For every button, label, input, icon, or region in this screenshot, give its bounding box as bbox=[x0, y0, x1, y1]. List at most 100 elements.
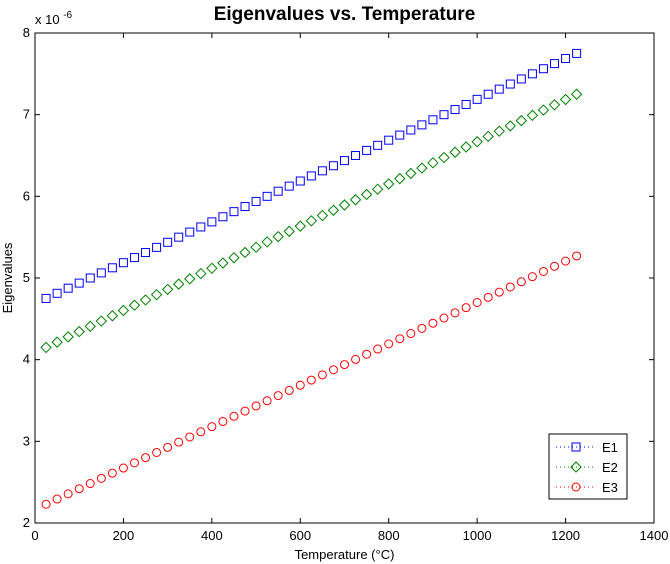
data-point-e2 bbox=[272, 230, 284, 243]
data-point-e3 bbox=[251, 401, 261, 411]
data-point-e2 bbox=[416, 162, 428, 174]
legend-marker-e2 bbox=[570, 461, 582, 473]
data-point-e2 bbox=[449, 146, 461, 158]
y-axis-label: Eigenvalues bbox=[0, 242, 15, 313]
y-tick-label: 4 bbox=[23, 352, 30, 367]
data-point-e3 bbox=[417, 323, 427, 333]
data-point-e1 bbox=[229, 207, 239, 217]
data-point-e3 bbox=[439, 313, 449, 323]
data-point-e1 bbox=[52, 288, 62, 298]
data-point-e2 bbox=[349, 194, 362, 206]
data-point-e3 bbox=[494, 287, 504, 297]
data-point-e3 bbox=[351, 354, 361, 364]
x-tick-label: 1200 bbox=[551, 528, 580, 543]
data-point-e2 bbox=[526, 109, 539, 122]
data-point-e2 bbox=[261, 236, 273, 248]
data-point-e1 bbox=[516, 74, 526, 84]
data-point-e3 bbox=[373, 344, 383, 354]
data-point-e1 bbox=[262, 191, 272, 201]
x-tick-label: 600 bbox=[289, 528, 311, 543]
x-tick-label: 200 bbox=[113, 528, 135, 543]
data-point-e2 bbox=[471, 136, 483, 148]
data-point-e1 bbox=[152, 242, 162, 252]
data-point-e3 bbox=[107, 468, 117, 478]
data-point-e1 bbox=[63, 283, 73, 293]
data-point-e3 bbox=[229, 411, 239, 421]
data-point-e2 bbox=[438, 151, 450, 164]
x-axis-ticks: 0 200 400 600 800 1000 1200 1400 bbox=[31, 33, 668, 543]
y-tick-label: 8 bbox=[23, 25, 30, 40]
data-point-e3 bbox=[96, 473, 106, 483]
series-e1 bbox=[41, 48, 582, 303]
data-point-e3 bbox=[461, 303, 471, 313]
data-point-e3 bbox=[527, 272, 537, 282]
data-point-e1 bbox=[505, 79, 515, 89]
data-point-e3 bbox=[450, 308, 460, 318]
data-point-e1 bbox=[439, 110, 449, 120]
data-point-e2 bbox=[570, 88, 583, 100]
data-point-e3 bbox=[63, 489, 73, 499]
y-axis-multiplier-base: x 10 bbox=[35, 12, 60, 27]
data-point-e3 bbox=[262, 396, 272, 406]
data-point-e3 bbox=[129, 458, 139, 468]
data-point-e1 bbox=[129, 253, 139, 263]
data-point-e2 bbox=[40, 341, 52, 354]
data-point-e1 bbox=[362, 145, 372, 155]
data-point-e3 bbox=[85, 479, 95, 489]
x-tick-label: 400 bbox=[201, 528, 223, 543]
data-point-e1 bbox=[218, 212, 228, 222]
data-point-e2 bbox=[172, 278, 185, 290]
data-point-e2 bbox=[128, 299, 141, 311]
data-point-e2 bbox=[228, 252, 240, 264]
data-point-e3 bbox=[306, 375, 316, 385]
data-point-e2 bbox=[217, 257, 229, 269]
data-point-e3 bbox=[362, 349, 372, 359]
data-point-e3 bbox=[118, 463, 128, 473]
data-point-e2 bbox=[250, 241, 262, 253]
data-point-e3 bbox=[395, 334, 405, 344]
data-point-e3 bbox=[505, 282, 515, 292]
y-tick-label: 2 bbox=[23, 515, 30, 530]
data-point-e2 bbox=[360, 188, 373, 201]
data-point-e1 bbox=[85, 273, 95, 283]
y-axis-ticks: 2 3 4 5 6 7 8 bbox=[23, 25, 654, 530]
x-tick-label: 1000 bbox=[463, 528, 492, 543]
data-point-e3 bbox=[240, 406, 250, 416]
data-point-e3 bbox=[328, 365, 338, 375]
legend-marker-e3 bbox=[571, 482, 581, 492]
data-point-e2 bbox=[161, 283, 174, 296]
series-e3 bbox=[41, 251, 582, 509]
data-point-e3 bbox=[152, 447, 162, 457]
data-point-e1 bbox=[406, 125, 416, 135]
data-point-e1 bbox=[395, 130, 405, 140]
data-point-e2 bbox=[548, 99, 561, 111]
data-point-e1 bbox=[561, 54, 571, 64]
legend-label-e3: E3 bbox=[602, 480, 618, 495]
data-point-e1 bbox=[118, 258, 128, 268]
data-point-e1 bbox=[450, 105, 460, 115]
data-point-e2 bbox=[327, 204, 340, 216]
data-point-e3 bbox=[572, 251, 582, 261]
data-point-e1 bbox=[185, 227, 195, 237]
data-point-e3 bbox=[163, 442, 173, 452]
data-point-e2 bbox=[117, 304, 130, 317]
data-point-e2 bbox=[294, 220, 306, 232]
data-point-e3 bbox=[340, 360, 349, 370]
data-point-e1 bbox=[295, 176, 305, 186]
data-point-e1 bbox=[373, 140, 383, 150]
data-point-e1 bbox=[96, 268, 106, 278]
y-tick-label: 5 bbox=[23, 270, 30, 285]
data-point-e2 bbox=[515, 114, 528, 127]
data-point-e3 bbox=[218, 416, 228, 426]
data-point-e2 bbox=[394, 172, 406, 185]
data-point-e1 bbox=[207, 217, 217, 227]
data-point-e2 bbox=[427, 157, 439, 169]
data-point-e2 bbox=[460, 141, 472, 153]
data-point-e2 bbox=[305, 215, 318, 227]
data-point-e1 bbox=[74, 278, 84, 288]
data-point-e2 bbox=[106, 310, 119, 322]
data-point-e1 bbox=[284, 181, 294, 191]
data-point-e3 bbox=[317, 370, 327, 380]
